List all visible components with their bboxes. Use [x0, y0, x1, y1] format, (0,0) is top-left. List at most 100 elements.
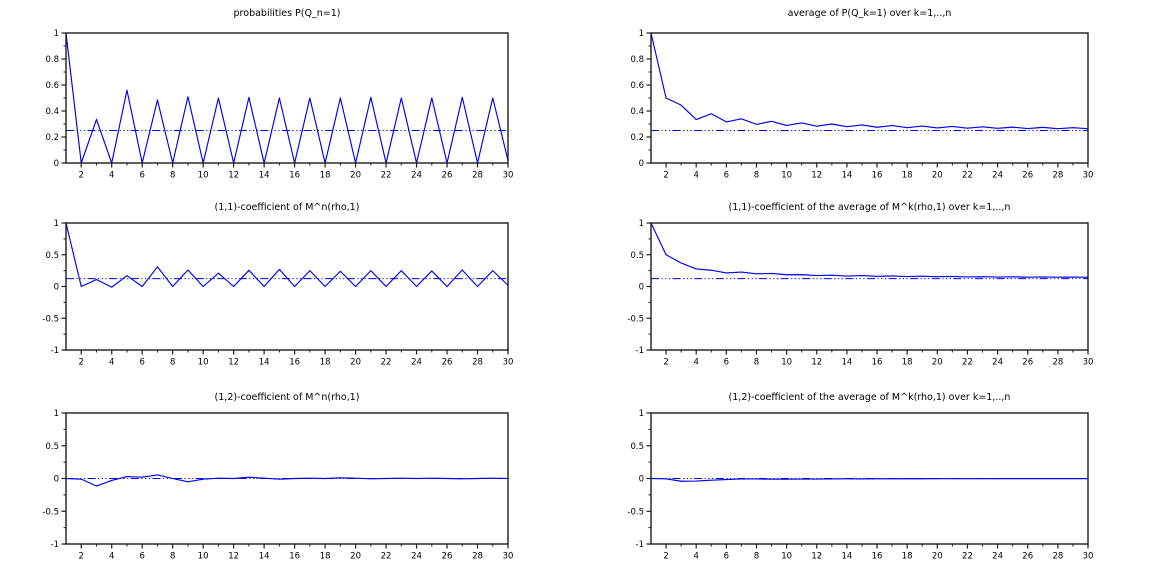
x-tick-label: 2 [79, 171, 84, 181]
plot-area: 2 4 6 8 10 12 14 16 18 20 22 24 26 28 30-1-0.500.51 [627, 219, 1094, 368]
data-line [65, 474, 509, 487]
x-tick-label: 2 [79, 358, 84, 368]
y-tick-label: 1 [54, 219, 59, 229]
x-tick-label: 6 [724, 171, 729, 181]
subplot-probabilities: probabilities P(Q_n=1) 2 4 6 8 10 12 14 16 18 20 2… [0, 0, 582, 190]
x-tick-label: 30 [1083, 358, 1094, 368]
x-tick-label: 12 [811, 552, 822, 562]
subplot-coeff-12-average: (1,2)-coefficient of the average of M^k(… [582, 381, 1163, 573]
x-tick-label: 24 [992, 358, 1003, 368]
x-tick-label: 4 [109, 171, 114, 181]
x-tick-label: 12 [228, 171, 239, 181]
plot-area: 2 4 6 8 10 12 14 16 18 20 22 24 26 28 30-1-0.500.51 [42, 409, 514, 562]
y-tick-label: 0.5 [45, 442, 59, 452]
y-tick-label: 0.4 [45, 107, 59, 117]
x-tick-label: 24 [411, 552, 422, 562]
data-line [650, 477, 1088, 482]
y-tick-label: 0 [54, 475, 59, 485]
x-tick-label: 16 [872, 171, 883, 181]
data-line [650, 32, 1089, 130]
y-tick-label: 0.8 [630, 55, 644, 65]
x-tick-label: 8 [170, 358, 175, 368]
x-tick-label: 18 [902, 171, 913, 181]
y-tick-label: 0.6 [630, 81, 644, 91]
x-tick-label: 12 [228, 552, 239, 562]
x-tick-label: 10 [781, 358, 792, 368]
x-tick-label: 28 [472, 552, 483, 562]
x-tick-label: 26 [442, 552, 453, 562]
x-tick-label: 16 [289, 552, 300, 562]
x-tick-label: 12 [228, 358, 239, 368]
x-tick-label: 6 [724, 552, 729, 562]
subplot-title: (1,2)-coefficient of the average of M^k(… [728, 392, 1011, 403]
x-tick-label: 14 [259, 171, 270, 181]
y-tick-label: -1 [51, 346, 59, 356]
x-tick-label: 12 [811, 171, 822, 181]
x-tick-label: 30 [1083, 171, 1094, 181]
y-tick-label: 0.2 [45, 133, 59, 143]
x-tick-label: 2 [663, 171, 668, 181]
y-tick-label: 0 [639, 283, 644, 293]
y-tick-label: -1 [51, 540, 59, 550]
y-tick-label: 0.6 [45, 81, 59, 91]
y-tick-label: 0 [639, 159, 644, 169]
x-tick-label: 28 [1052, 552, 1063, 562]
x-tick-label: 20 [932, 358, 943, 368]
plot-frame [650, 222, 1089, 351]
x-tick-label: 4 [693, 171, 698, 181]
y-tick-label: 1 [54, 409, 59, 419]
x-tick-label: 10 [781, 552, 792, 562]
y-tick-label: -1 [636, 346, 644, 356]
x-tick-label: 22 [381, 552, 392, 562]
x-tick-label: 24 [992, 171, 1003, 181]
x-tick-label: 28 [472, 358, 483, 368]
data-line [65, 32, 509, 164]
x-tick-label: 14 [259, 358, 270, 368]
x-tick-label: 20 [932, 552, 943, 562]
y-tick-label: -0.5 [627, 314, 644, 324]
x-tick-label: 2 [79, 552, 84, 562]
x-tick-label: 10 [198, 171, 209, 181]
x-tick-label: 8 [754, 552, 759, 562]
subplot-title: probabilities P(Q_n=1) [233, 8, 341, 19]
y-tick-label: -0.5 [42, 507, 59, 517]
x-tick-label: 6 [139, 171, 144, 181]
x-tick-label: 6 [139, 552, 144, 562]
x-tick-label: 24 [411, 171, 422, 181]
x-tick-label: 24 [411, 358, 422, 368]
x-tick-label: 24 [992, 552, 1003, 562]
subplot-title: average of P(Q_k=1) over k=1,..,n [787, 8, 952, 19]
x-tick-label: 22 [962, 171, 973, 181]
y-tick-label: 1 [639, 219, 644, 229]
x-tick-label: 18 [902, 552, 913, 562]
x-tick-label: 30 [1083, 552, 1094, 562]
x-tick-label: 30 [503, 171, 514, 181]
y-tick-label: 0.2 [630, 133, 644, 143]
subplot-coeff-12: (1,2)-coefficient of M^n(rho,1) 2 4 6 8 10 12… [0, 381, 582, 573]
x-tick-label: 2 [663, 552, 668, 562]
y-tick-label: 1 [639, 409, 644, 419]
x-tick-label: 4 [693, 358, 698, 368]
data-line [65, 222, 509, 288]
x-tick-label: 16 [289, 358, 300, 368]
y-tick-label: 0.8 [45, 55, 59, 65]
x-tick-label: 30 [503, 552, 514, 562]
y-tick-label: 0.5 [630, 442, 644, 452]
x-tick-label: 10 [198, 552, 209, 562]
x-tick-label: 16 [872, 552, 883, 562]
x-tick-label: 26 [1022, 552, 1033, 562]
x-tick-label: 26 [442, 358, 453, 368]
x-tick-label: 14 [259, 552, 270, 562]
x-tick-label: 30 [503, 358, 514, 368]
x-tick-label: 18 [320, 358, 331, 368]
x-tick-label: 22 [962, 358, 973, 368]
x-tick-label: 16 [289, 171, 300, 181]
y-tick-label: 0 [54, 283, 59, 293]
y-tick-label: 0.4 [630, 107, 644, 117]
x-tick-label: 8 [754, 171, 759, 181]
x-tick-label: 10 [198, 358, 209, 368]
x-tick-label: 4 [109, 552, 114, 562]
y-tick-label: 0 [639, 475, 644, 485]
